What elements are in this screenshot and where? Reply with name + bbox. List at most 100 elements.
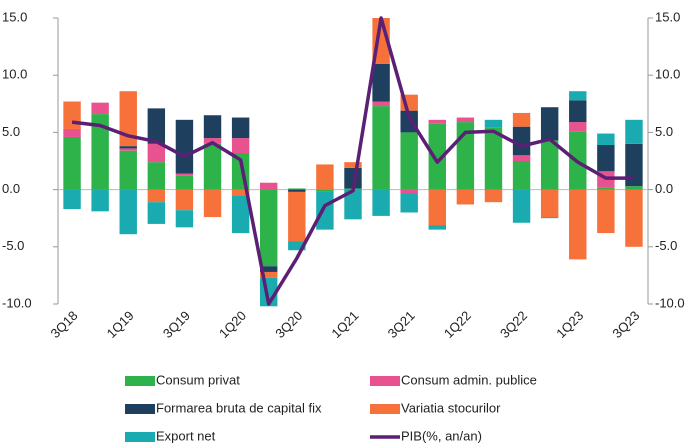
bar-segment (231, 117, 250, 139)
legend-swatch (125, 432, 155, 442)
bar-segment (260, 189, 278, 267)
bar-segment (63, 101, 81, 129)
bar-segment (597, 133, 615, 145)
x-tick-label: 1Q22 (441, 308, 474, 341)
bar-segment (231, 138, 250, 153)
bar-segment (484, 127, 503, 190)
bar-segment (569, 100, 587, 123)
y2-tick-label: -10.0 (655, 295, 685, 310)
bar-segment (484, 119, 503, 128)
legend-swatch (370, 376, 400, 386)
bar-segment (231, 189, 250, 196)
bar-segment (456, 117, 475, 123)
bar-segment (316, 164, 334, 190)
y-tick-label: -5.0 (2, 238, 24, 253)
bar-segment (91, 114, 109, 190)
bar-segment (203, 115, 222, 139)
bar-segment (316, 189, 334, 192)
bar-segment (288, 189, 306, 192)
bar-segment (512, 155, 531, 161)
bar-segment (147, 202, 166, 224)
bar-segment (456, 189, 475, 205)
legend-label: Consum admin. publice (401, 372, 537, 387)
legend-swatch (125, 404, 155, 414)
bar-segment (344, 189, 362, 220)
bar-segment (119, 189, 137, 235)
bar-segment (175, 210, 194, 228)
bar-segment (147, 189, 166, 203)
bar-segment (597, 189, 615, 234)
bar-segment (428, 119, 446, 124)
bar-segment (540, 107, 559, 141)
bar-segment (119, 146, 137, 149)
bar-segment (428, 189, 446, 226)
bar-segment (316, 191, 334, 230)
x-tick-label: 3Q19 (160, 308, 193, 341)
bar-segment (63, 189, 81, 210)
x-tick-label: 3Q22 (497, 308, 530, 341)
bar-segment (512, 112, 531, 127)
x-tick-label: 3Q20 (272, 308, 305, 341)
bar-segment (400, 193, 418, 213)
bar-segment (372, 189, 390, 216)
bar-segment (147, 143, 166, 163)
x-tick-label: 3Q23 (609, 308, 642, 341)
y2-tick-label: -5.0 (655, 238, 677, 253)
legend-swatch (125, 376, 155, 386)
bar-segment (91, 189, 109, 212)
x-tick-label: 1Q23 (553, 308, 586, 341)
bar-segment (540, 140, 559, 190)
bar-segment (260, 266, 278, 272)
bar-segment (569, 189, 587, 260)
x-tick-label: 3Q21 (385, 308, 418, 341)
bar-segment (597, 144, 615, 172)
legend-label: Formarea bruta de capital fix (156, 400, 322, 415)
x-tick-label: 1Q21 (328, 308, 361, 341)
bar-segment (540, 189, 559, 218)
bar-segment (512, 126, 531, 156)
y-tick-label: 10.0 (2, 67, 27, 82)
bar-segment (203, 189, 222, 218)
bar-segment (428, 123, 446, 190)
bar-segment (175, 119, 194, 174)
bar-segment (260, 271, 278, 278)
y2-tick-label: 10.0 (655, 67, 680, 82)
bar-segment (260, 182, 278, 190)
legend-label: Export net (156, 428, 216, 443)
bar-segment (344, 162, 362, 168)
bar-segment (625, 186, 643, 190)
bar-segment (569, 122, 587, 132)
bar-segment (119, 150, 137, 190)
bar-segment (484, 189, 503, 203)
y2-tick-label: 0.0 (655, 181, 673, 196)
x-tick-label: 1Q19 (104, 308, 137, 341)
y-tick-label: 5.0 (2, 124, 20, 139)
bar-segment (63, 128, 81, 137)
y2-tick-label: 5.0 (655, 124, 673, 139)
bar-segment (175, 173, 194, 176)
bar-segment (63, 136, 81, 190)
bar-segment (175, 175, 194, 190)
bar-segment (288, 188, 306, 190)
bar-segment (372, 63, 390, 102)
legend-label: Consum privat (156, 372, 240, 387)
y-tick-label: 0.0 (2, 181, 20, 196)
x-tick-label: 3Q18 (47, 308, 80, 341)
bar-segment (288, 241, 306, 251)
bar-segment (400, 132, 418, 190)
bar-segment (372, 106, 390, 190)
bar-segment (597, 187, 615, 190)
legend-label: Variatia stocurilor (401, 400, 501, 415)
legend-swatch (370, 404, 400, 414)
y-tick-label: 15.0 (2, 9, 27, 24)
bar-segment (147, 108, 166, 144)
bar-segment (400, 189, 418, 194)
bar-segment (625, 119, 643, 144)
bar-segment (540, 217, 559, 219)
bar-segment (203, 143, 222, 190)
bar-segment (512, 189, 531, 223)
bar-segment (512, 161, 531, 190)
y2-tick-label: 15.0 (655, 9, 680, 24)
bar-segment (288, 191, 306, 242)
